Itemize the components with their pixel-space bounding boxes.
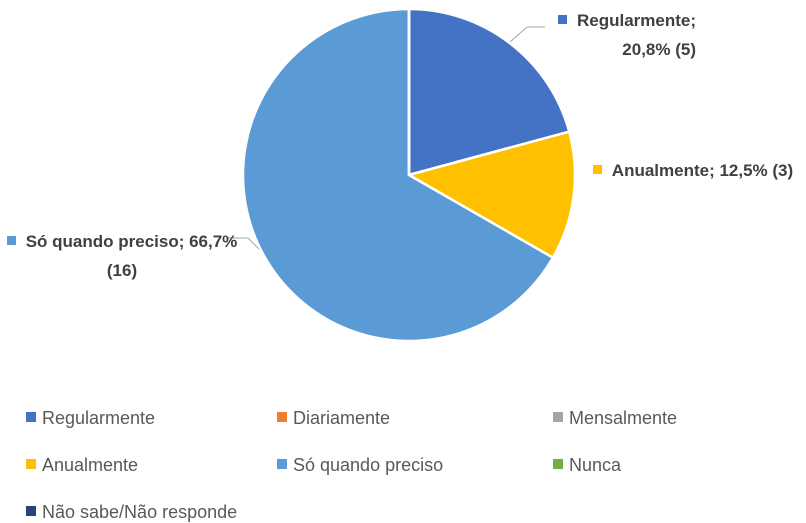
legend-entry: Diariamente [277,408,390,429]
legend-text: Só quando preciso [293,455,444,475]
legend-entry: Nunca [553,455,621,476]
data-label-text: Só quando preciso; 66,7% (16) [25,232,238,280]
data-label: Só quando preciso; 66,7% (16) [6,227,238,285]
legend-swatch [26,459,36,469]
data-label: Anualmente; 12,5% (3) [580,156,806,185]
legend-text: Regularmente [42,408,156,428]
legend-entry: Mensalmente [553,408,677,429]
legend-entry: Só quando preciso [277,455,443,476]
legend-swatch [277,412,287,422]
legend-text: Mensalmente [569,408,678,428]
legend-text: Diariamente [293,408,391,428]
legend-entry: Regularmente [26,408,155,429]
label-marker [592,165,602,174]
legend-swatch [277,459,287,469]
pie-slice [405,130,577,260]
data-label-text: Regularmente; 20,8% (5) [576,11,696,59]
legend-entry: Anualmente [26,455,138,476]
pie-slice [407,7,571,177]
legend-text: Anualmente [42,455,139,475]
leader-line [509,26,545,43]
label-marker [6,236,16,245]
legend-text: Não sabe/Não responde [42,502,238,522]
legend-swatch [26,412,36,422]
label-marker [557,15,567,24]
legend-entry: Não sabe/Não responde [26,502,237,523]
legend-swatch [553,412,563,422]
data-label: Regularmente; 20,8% (5) [540,6,696,64]
legend-swatch [553,459,563,469]
data-label-text: Anualmente; 12,5% (3) [611,161,794,180]
pie-slice [241,7,555,343]
legend-swatch [26,506,36,516]
legend-text: Nunca [569,455,622,475]
